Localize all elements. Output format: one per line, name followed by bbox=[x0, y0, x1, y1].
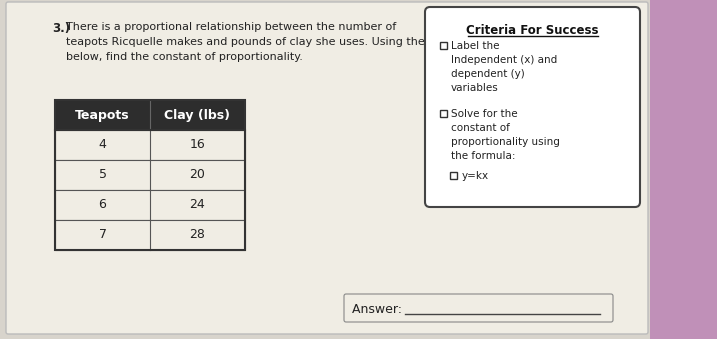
Text: 20: 20 bbox=[189, 168, 206, 181]
FancyBboxPatch shape bbox=[425, 7, 640, 207]
Polygon shape bbox=[650, 0, 717, 339]
Bar bbox=[55, 160, 245, 190]
Bar bbox=[55, 100, 245, 130]
Text: 4: 4 bbox=[98, 139, 106, 152]
FancyBboxPatch shape bbox=[344, 294, 613, 322]
Bar bbox=[55, 130, 245, 160]
Text: 16: 16 bbox=[189, 139, 205, 152]
Text: 6: 6 bbox=[98, 199, 106, 212]
Text: There is a proportional relationship between the number of
teapots Ricquelle mak: There is a proportional relationship bet… bbox=[66, 22, 457, 62]
Text: Label the
Independent (x) and
dependent (y)
variables: Label the Independent (x) and dependent … bbox=[451, 41, 557, 93]
Text: Criteria For Success: Criteria For Success bbox=[466, 24, 599, 37]
Bar bbox=[440, 110, 447, 117]
Text: 24: 24 bbox=[189, 199, 205, 212]
Bar bbox=[55, 190, 245, 220]
Text: 28: 28 bbox=[189, 228, 206, 241]
FancyBboxPatch shape bbox=[6, 2, 648, 334]
Text: 3.): 3.) bbox=[52, 22, 70, 35]
Bar bbox=[55, 100, 245, 250]
Text: Clay (lbs): Clay (lbs) bbox=[164, 108, 230, 121]
Text: Solve for the
constant of
proportionality using
the formula:: Solve for the constant of proportionalit… bbox=[451, 109, 560, 161]
Text: Answer:: Answer: bbox=[352, 303, 406, 316]
Bar bbox=[440, 42, 447, 49]
Bar bbox=[55, 220, 245, 250]
Text: y=kx: y=kx bbox=[462, 171, 489, 181]
Text: 7: 7 bbox=[98, 228, 107, 241]
Text: Teapots: Teapots bbox=[75, 108, 130, 121]
Text: 5: 5 bbox=[98, 168, 107, 181]
Bar bbox=[450, 172, 457, 179]
